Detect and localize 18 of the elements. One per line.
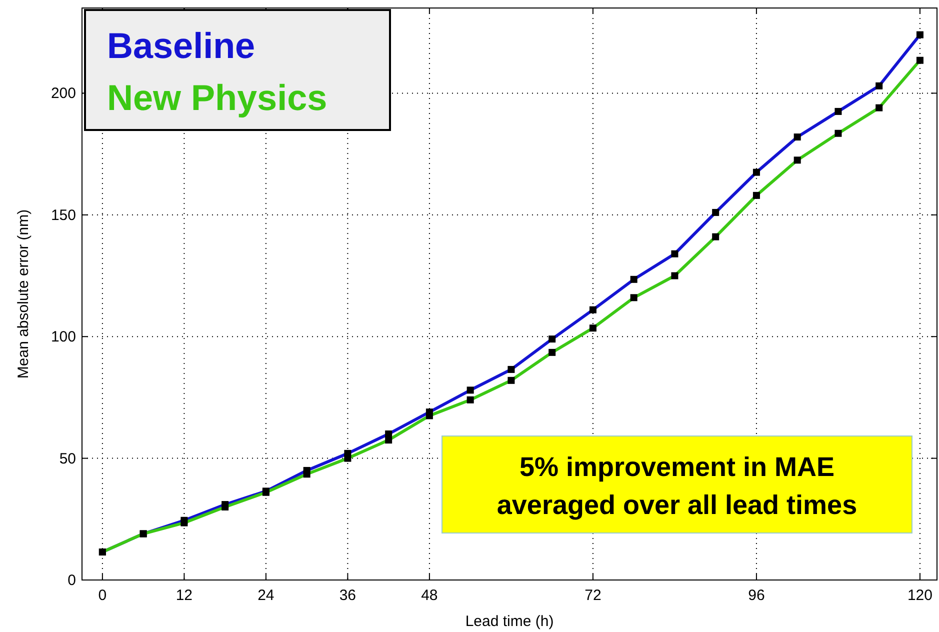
y-tick-label: 100: [50, 328, 76, 346]
y-tick-label: 0: [68, 572, 76, 589]
x-tick-label: 36: [339, 587, 356, 604]
legend-label: Baseline: [107, 25, 256, 66]
y-tick-label: 150: [50, 206, 76, 224]
x-tick-label: 24: [258, 587, 274, 604]
x-tick-label: 48: [421, 587, 438, 604]
x-tick-label: 120: [907, 587, 932, 604]
x-tick-label: 72: [584, 587, 602, 604]
x-tick-label: 12: [176, 587, 193, 604]
y-axis-title: Mean absolute error (nm): [15, 209, 32, 379]
x-tick-label: 0: [98, 587, 107, 604]
annotation: 5% improvement in MAE averaged over all lead times: [496, 452, 858, 520]
y-tick-label: 50: [59, 450, 76, 468]
y-tick-label: 200: [50, 85, 76, 102]
text: New Physics: [107, 77, 328, 118]
x-tick-label: 96: [748, 587, 765, 604]
x-axis-title: Lead time (h): [465, 613, 554, 630]
